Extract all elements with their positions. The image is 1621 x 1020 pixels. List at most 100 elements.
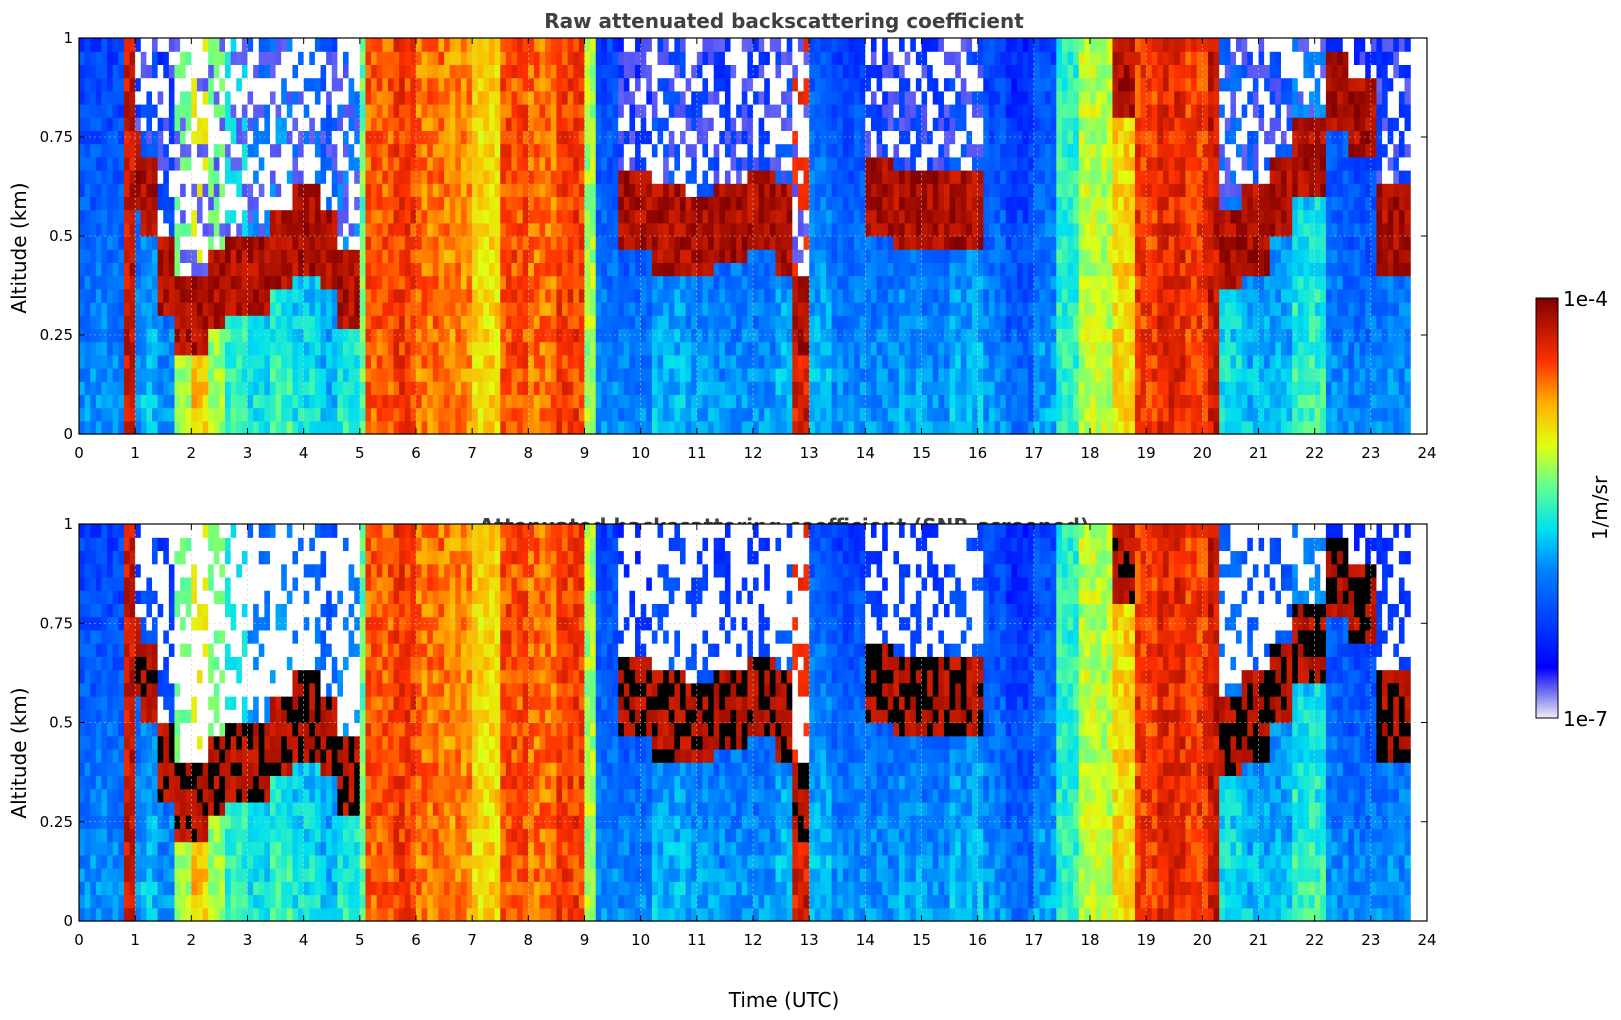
heatmap-cell xyxy=(635,156,642,171)
heatmap-cell xyxy=(146,262,153,277)
heatmap-cell xyxy=(258,209,265,224)
heatmap-cell xyxy=(826,51,833,65)
heatmap-cell xyxy=(191,51,198,65)
heatmap-cell xyxy=(893,209,900,224)
heatmap-cell xyxy=(444,275,451,290)
heatmap-cell xyxy=(584,90,591,105)
heatmap-cell xyxy=(606,236,614,250)
heatmap-cell xyxy=(152,38,159,52)
heatmap-cell xyxy=(612,196,619,211)
heatmap-cell xyxy=(247,143,254,158)
heatmap-cell xyxy=(455,38,462,52)
heatmap-cell xyxy=(826,117,833,131)
heatmap-cell xyxy=(803,302,810,316)
heatmap-cell xyxy=(764,196,771,211)
heatmap-cell xyxy=(219,288,226,303)
heatmap-cell xyxy=(393,156,400,171)
heatmap-cell xyxy=(472,341,479,356)
heatmap-cell xyxy=(623,354,631,369)
heatmap-cell xyxy=(286,196,294,211)
heatmap-cell xyxy=(337,51,344,65)
heatmap-cell xyxy=(562,51,569,65)
heatmap-cell xyxy=(786,407,793,422)
heatmap-cell xyxy=(399,143,406,158)
heatmap-cell xyxy=(1000,341,1007,356)
heatmap-cell xyxy=(196,64,204,79)
heatmap-cell xyxy=(421,420,428,435)
heatmap-cell xyxy=(489,381,496,395)
heatmap-cell xyxy=(797,249,805,263)
heatmap-cell xyxy=(831,249,838,263)
heatmap-cell xyxy=(651,143,659,158)
heatmap-cell xyxy=(758,249,765,263)
heatmap-cell xyxy=(708,236,715,250)
heatmap-cell xyxy=(994,38,1001,52)
heatmap-cell xyxy=(1005,275,1012,290)
heatmap-cell xyxy=(927,394,934,409)
heatmap-cell xyxy=(213,236,221,250)
heatmap-cell xyxy=(1011,420,1018,435)
heatmap-cell xyxy=(578,183,586,197)
heatmap-cell xyxy=(674,64,681,79)
heatmap-cell xyxy=(747,315,754,329)
heatmap-cell xyxy=(590,117,597,131)
heatmap-cell xyxy=(646,209,653,224)
heatmap-cell xyxy=(219,90,226,105)
heatmap-cell xyxy=(724,156,732,171)
heatmap-cell xyxy=(292,302,299,316)
heatmap-cell xyxy=(275,249,282,263)
heatmap-cell xyxy=(208,368,215,382)
heatmap-cell xyxy=(932,262,939,277)
heatmap-cell xyxy=(865,407,872,422)
heatmap-cell xyxy=(988,341,996,356)
heatmap-cell xyxy=(775,315,782,329)
heatmap-cell xyxy=(466,64,473,79)
heatmap-cell xyxy=(747,183,754,197)
heatmap-cell xyxy=(691,354,698,369)
heatmap-cell xyxy=(129,394,136,409)
heatmap-cell xyxy=(983,315,990,329)
heatmap-cell xyxy=(253,368,260,382)
heatmap-cell xyxy=(90,328,97,343)
heatmap-cell xyxy=(281,209,288,224)
heatmap-cell xyxy=(511,143,518,158)
heatmap-cell xyxy=(79,222,86,237)
heatmap-cell xyxy=(629,104,636,118)
heatmap-cell xyxy=(932,196,939,211)
heatmap-cell xyxy=(337,394,344,409)
heatmap-cell xyxy=(359,328,367,343)
heatmap-cell xyxy=(264,236,271,250)
heatmap-cell xyxy=(118,236,125,250)
heatmap-cell xyxy=(371,64,378,79)
heatmap-cell xyxy=(887,407,895,422)
heatmap-cell xyxy=(410,170,417,184)
heatmap-cell xyxy=(972,249,979,263)
heatmap-cell xyxy=(904,262,911,277)
heatmap-cell xyxy=(539,341,546,356)
heatmap-cell xyxy=(225,341,232,356)
heatmap-cell xyxy=(236,104,243,118)
heatmap-cell xyxy=(219,354,226,369)
heatmap-cell xyxy=(736,170,743,184)
heatmap-cell xyxy=(1005,381,1012,395)
heatmap-cell xyxy=(522,170,529,184)
heatmap-cell xyxy=(326,143,333,158)
heatmap-cell xyxy=(876,394,883,409)
heatmap-cell xyxy=(438,183,445,197)
heatmap-cell xyxy=(831,381,838,395)
heatmap-cell xyxy=(522,117,529,131)
heatmap-cell xyxy=(584,249,591,263)
heatmap-cell xyxy=(623,315,631,329)
heatmap-cell xyxy=(837,249,844,263)
heatmap-cell xyxy=(208,51,215,65)
heatmap-cell xyxy=(359,341,367,356)
heatmap-cell xyxy=(848,38,855,52)
heatmap-cell xyxy=(910,354,917,369)
heatmap-cell xyxy=(292,420,299,435)
heatmap-cell xyxy=(309,302,316,316)
heatmap-cell xyxy=(809,170,816,184)
heatmap-cell xyxy=(870,196,878,211)
heatmap-cell xyxy=(500,262,507,277)
heatmap-cell xyxy=(135,262,142,277)
heatmap-cell xyxy=(606,407,614,422)
